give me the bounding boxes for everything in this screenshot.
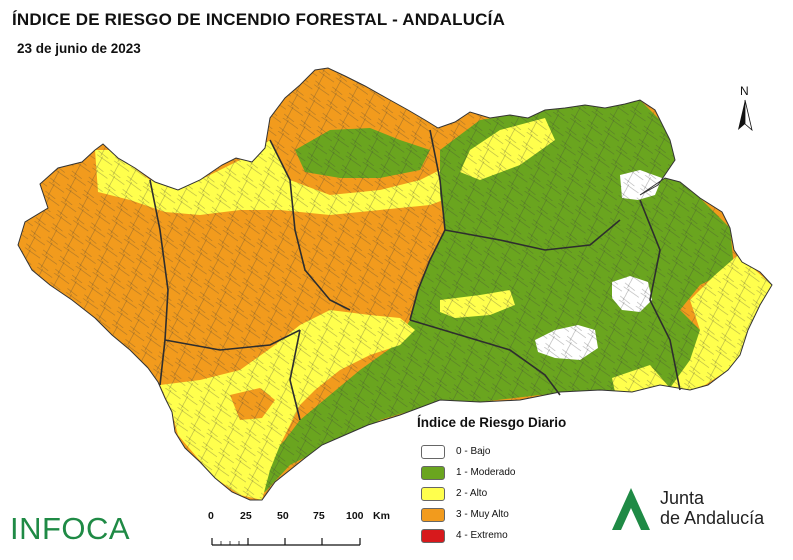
scale-bar-graphic [211, 538, 361, 546]
legend-item-moderado: 1 - Moderado [421, 462, 617, 483]
municipal-boundaries [18, 68, 772, 500]
legend-title: Índice de Riesgo Diario [417, 415, 567, 430]
legend-item-muy-alto: 3 - Muy Alto [421, 504, 617, 525]
legend-item-bajo: 0 - Bajo [421, 441, 617, 462]
infoca-logo: INFOCA [10, 511, 131, 546]
scale-bar: 0 25 50 75 100 Km [200, 510, 400, 550]
junta-line2: de Andalucía [660, 508, 765, 528]
risk-zones [18, 68, 772, 500]
scale-tick-25: 25 [240, 510, 252, 522]
legend-item-alto: 2 - Alto [421, 483, 617, 504]
junta-andalucia-logo: Junta de Andalucía [608, 486, 788, 532]
legend-swatch-extremo [421, 528, 445, 543]
legend-label-moderado: 1 - Moderado [456, 467, 516, 478]
andalucia-outline [17, 67, 773, 501]
legend-swatch-muy-alto [421, 507, 445, 522]
province-boundaries [149, 129, 681, 421]
legend-label-bajo: 0 - Bajo [456, 446, 491, 457]
north-arrow-icon [738, 99, 753, 132]
legend-label-extremo: 4 - Extremo [456, 530, 508, 541]
scale-unit: Km [373, 510, 390, 522]
legend-label-alto: 2 - Alto [456, 488, 488, 499]
map-title: ÍNDICE DE RIESGO DE INCENDIO FORESTAL - … [12, 10, 506, 29]
junta-emblem-icon [612, 488, 650, 530]
map-date: 23 de junio de 2023 [17, 41, 141, 56]
legend-swatch-moderado [421, 465, 445, 480]
scale-tick-100: 100 [346, 510, 364, 522]
north-arrow: N [733, 84, 757, 136]
legend-item-extremo: 4 - Extremo [421, 525, 617, 546]
legend-swatch-bajo [421, 444, 445, 459]
north-label: N [740, 84, 749, 98]
junta-line1: Junta [660, 488, 705, 508]
scale-tick-0: 0 [208, 510, 214, 522]
legend-label-muy-alto: 3 - Muy Alto [456, 509, 509, 520]
scale-tick-50: 50 [277, 510, 289, 522]
legend: Índice de Riesgo Diario 0 - Bajo 1 - Mod… [417, 415, 617, 546]
legend-swatch-alto [421, 486, 445, 501]
scale-tick-75: 75 [313, 510, 325, 522]
